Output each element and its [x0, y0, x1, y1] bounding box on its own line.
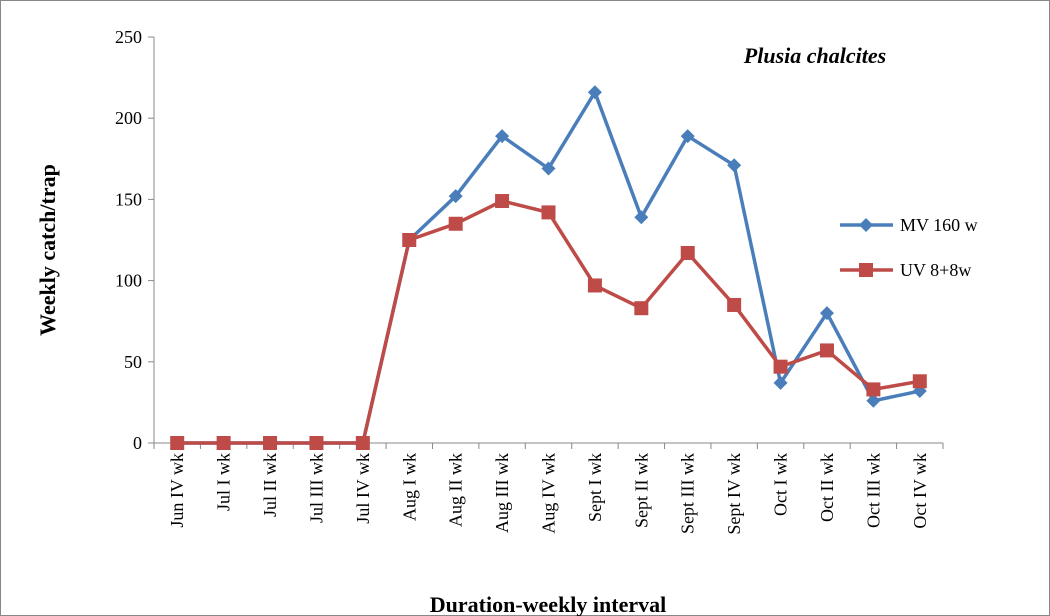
marker: [541, 161, 556, 176]
marker: [727, 297, 742, 312]
marker: [680, 129, 695, 144]
marker: [309, 436, 324, 450]
marker: [773, 375, 788, 390]
x-tick-label: Jul II wk: [260, 453, 280, 517]
y-tick-label: 200: [115, 108, 142, 128]
marker: [263, 436, 278, 450]
x-tick-label: Sept II wk: [631, 453, 651, 528]
x-tick-label: Aug II wk: [446, 453, 466, 527]
marker: [912, 374, 927, 389]
x-tick-label: Jul I wk: [214, 453, 234, 511]
marker: [587, 278, 602, 293]
marker: [448, 216, 463, 231]
x-tick-label: Sept III wk: [678, 453, 698, 534]
marker: [727, 158, 742, 173]
y-axis-label: Weekly catch/trap: [35, 164, 60, 336]
marker: [495, 129, 510, 144]
x-tick-label: Oct I wk: [771, 453, 791, 516]
marker: [448, 189, 463, 204]
x-tick-label: Aug III wk: [492, 453, 512, 533]
x-tick-label: Oct III wk: [863, 453, 883, 528]
marker: [634, 301, 649, 316]
marker: [541, 205, 556, 220]
marker: [587, 85, 602, 100]
y-tick-label: 150: [115, 189, 142, 209]
x-tick-label: Aug IV wk: [539, 453, 559, 534]
x-tick-label: Jul III wk: [306, 453, 326, 523]
x-tick-label: Jul IV wk: [353, 453, 373, 524]
x-tick-label: Oct II wk: [817, 453, 837, 522]
x-axis-label: Duration-weekly interval: [430, 592, 666, 616]
marker: [402, 233, 417, 247]
marker: [773, 359, 788, 374]
legend-label: MV 160 w: [900, 215, 978, 235]
marker: [495, 194, 510, 209]
marker: [866, 393, 881, 408]
y-tick-label: 100: [115, 271, 142, 291]
marker: [170, 436, 185, 450]
x-tick-label: Jun IV wk: [167, 453, 187, 528]
marker: [819, 306, 834, 321]
y-tick-label: 50: [124, 352, 142, 372]
marker: [680, 245, 695, 260]
legend-label: UV 8+8w: [900, 260, 971, 280]
x-tick-label: Aug I wk: [399, 453, 419, 521]
y-tick-label: 0: [133, 433, 142, 453]
marker: [634, 210, 649, 225]
x-tick-label: Oct IV wk: [910, 453, 930, 529]
chart-title: Plusia chalcites: [743, 43, 886, 68]
x-tick-label: Sept I wk: [585, 453, 605, 522]
marker: [859, 263, 873, 277]
marker: [819, 343, 834, 358]
x-tick-label: Sept IV wk: [724, 453, 744, 535]
marker: [216, 436, 231, 450]
marker: [866, 382, 881, 397]
marker: [859, 218, 873, 232]
marker: [355, 436, 370, 450]
y-tick-label: 250: [115, 27, 142, 47]
